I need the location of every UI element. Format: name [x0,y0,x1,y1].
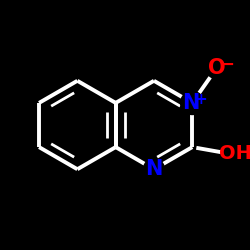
Text: O: O [208,58,226,78]
Text: N: N [182,93,200,113]
Circle shape [144,159,165,180]
Text: +: + [195,92,207,107]
Text: −: − [219,56,234,74]
Text: N: N [145,159,163,179]
Circle shape [181,91,204,114]
Text: OH: OH [219,144,250,163]
